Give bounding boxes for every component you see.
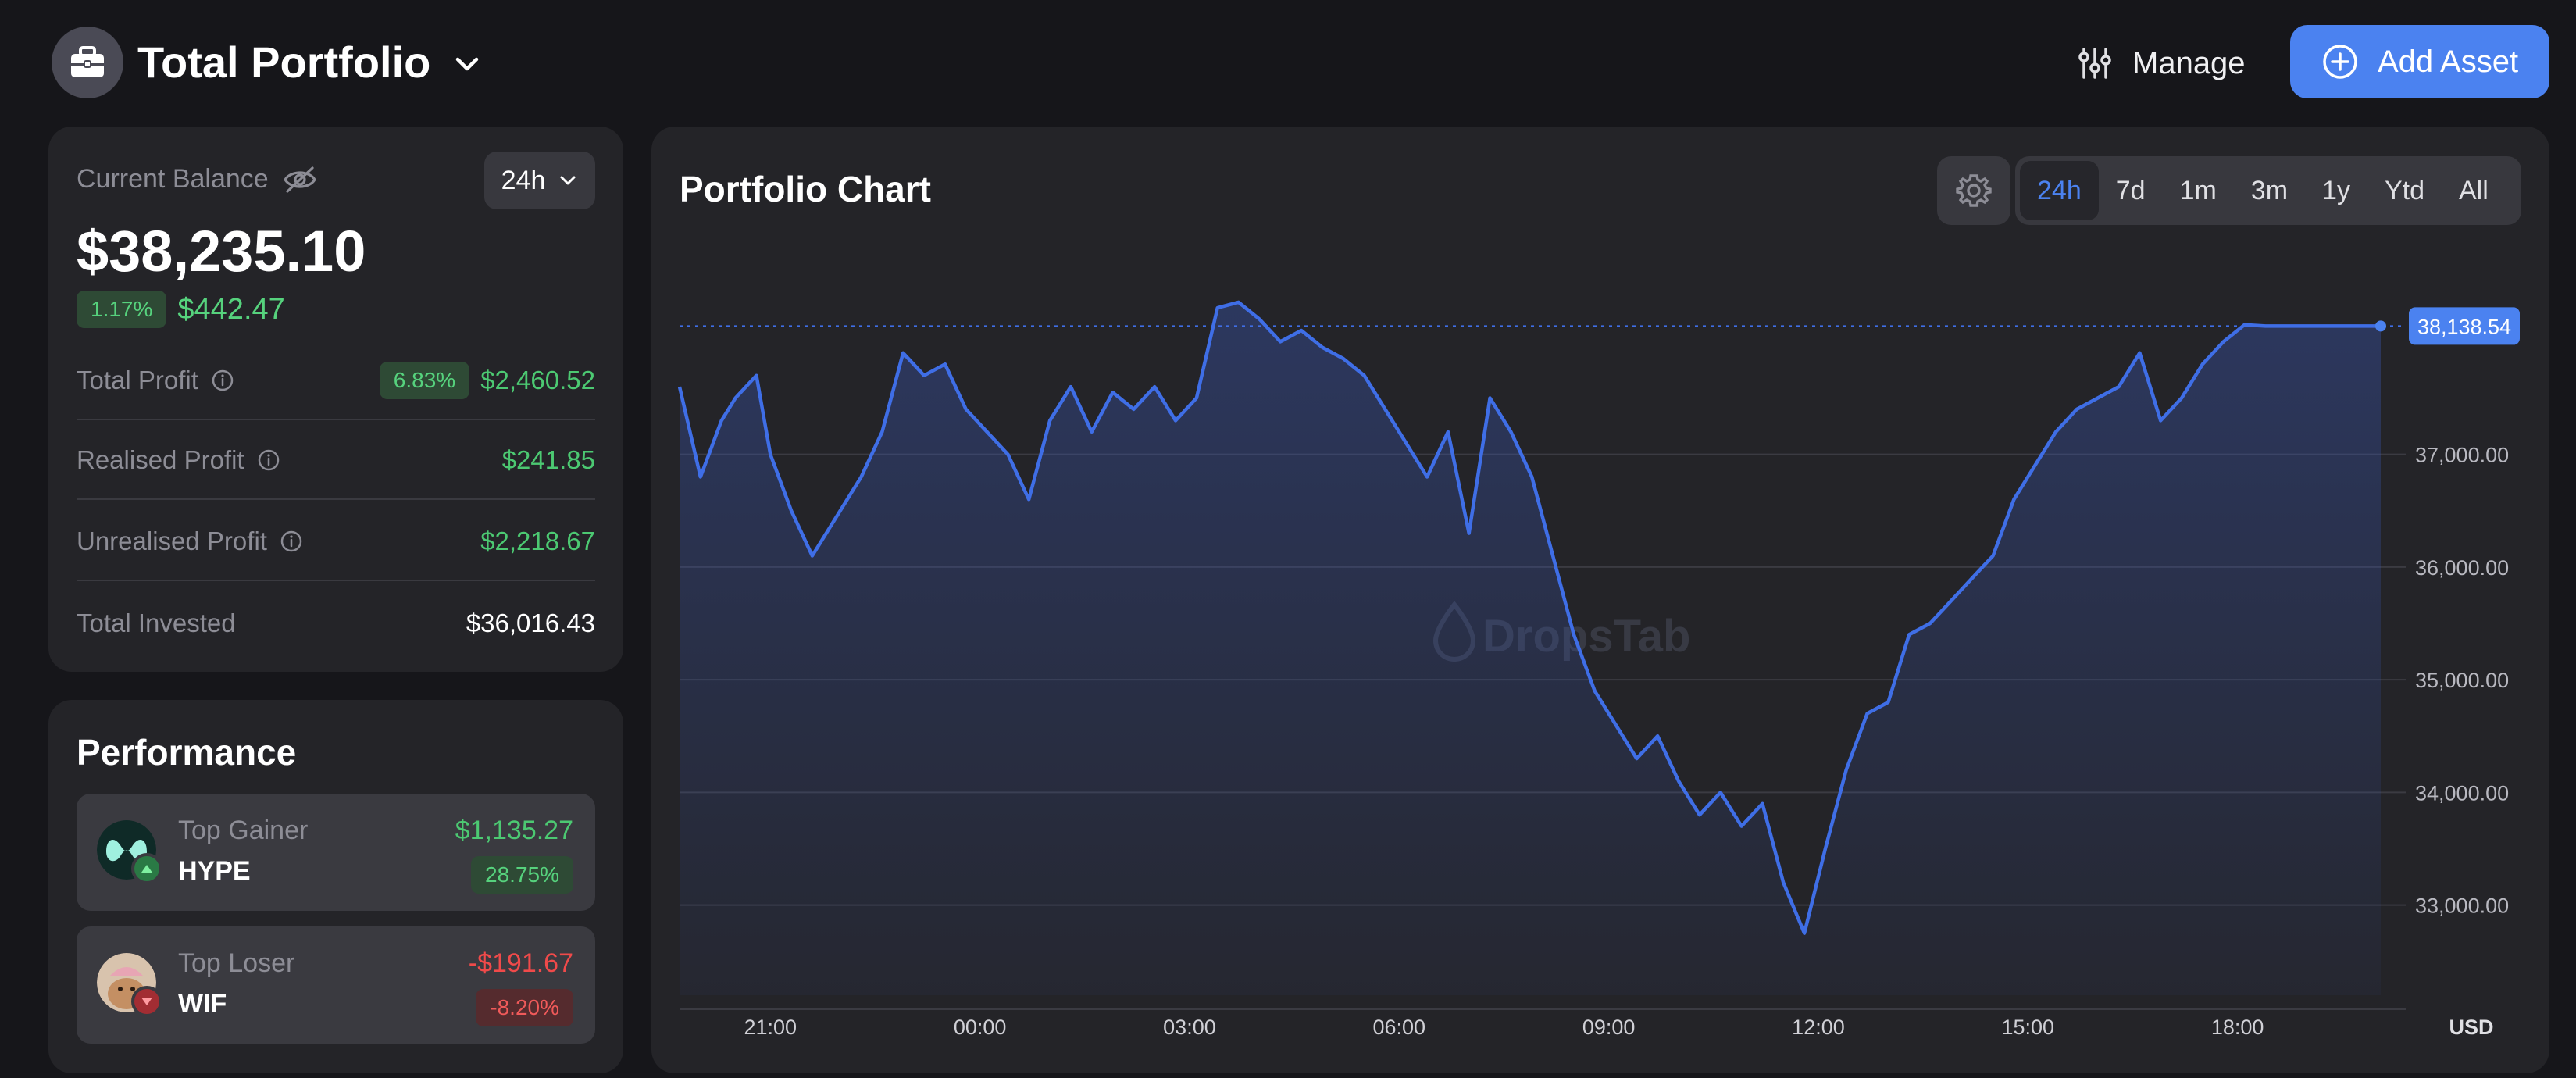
x-tick-label: 03:00: [1163, 1016, 1216, 1039]
current-balance-label: Current Balance: [77, 164, 317, 195]
balance-value: $38,235.10: [77, 219, 366, 284]
unrealised-profit-row: Unrealised Profit $2,218.67: [77, 503, 595, 581]
realised-profit-row: Realised Profit $241.85: [77, 422, 595, 500]
current-value-badge: [2409, 307, 2520, 345]
top-gainer-ticker: HYPE: [178, 856, 251, 886]
manage-button[interactable]: Manage: [2078, 31, 2265, 95]
period-select[interactable]: 24h: [484, 152, 595, 209]
top-loser-item[interactable]: Top Loser WIF -$191.67 -8.20%: [77, 926, 595, 1044]
total-profit-row: Total Profit 6.83% $2,460.52: [77, 342, 595, 420]
current-value-dot: [2375, 320, 2386, 332]
y-tick-label: 33,000.00: [2415, 894, 2509, 918]
performance-card: Performance Top Gainer HYPE $1,135.27 28…: [48, 700, 623, 1073]
current-balance-text: Current Balance: [77, 164, 269, 194]
add-asset-label: Add Asset: [2377, 44, 2519, 79]
stat-label-text: Total Profit: [77, 366, 198, 394]
add-asset-button[interactable]: Add Asset: [2290, 25, 2549, 98]
range-button-24h[interactable]: 24h: [2020, 161, 2099, 220]
performance-title: Performance: [77, 732, 297, 773]
y-tick-label: 36,000.00: [2415, 556, 2509, 580]
range-button-1m[interactable]: 1m: [2179, 175, 2217, 205]
chart-settings-button[interactable]: [1937, 156, 2010, 225]
x-tick-label: 06:00: [1373, 1016, 1426, 1039]
x-tick-label: 09:00: [1582, 1016, 1636, 1039]
change-amount: $442.47: [177, 292, 285, 326]
currency-label: USD: [2449, 1016, 2493, 1039]
manage-label: Manage: [2132, 45, 2246, 80]
current-value-label: 38,138.54: [2417, 315, 2511, 338]
range-button-7d[interactable]: 7d: [2115, 175, 2146, 205]
x-tick-label: 00:00: [954, 1016, 1007, 1039]
area-fill: [680, 302, 2381, 995]
x-tick-label: 12:00: [1792, 1016, 1845, 1039]
range-button-3m[interactable]: 3m: [2250, 175, 2289, 205]
chart-title: Portfolio Chart: [680, 169, 931, 209]
total-profit-pct-badge: 6.83%: [379, 362, 470, 399]
portfolio-chart[interactable]: DropsTab 33,000.0034,000.0035,000.0036,0…: [651, 127, 2549, 1073]
total-invested-row: Total Invested $36,016.43: [77, 584, 595, 662]
y-tick-label: 35,000.00: [2415, 669, 2509, 692]
y-tick-label: 34,000.00: [2415, 781, 2509, 805]
chevron-down-icon[interactable]: [450, 47, 484, 81]
plus-circle-icon: [2323, 45, 2357, 79]
unrealised-profit-label: Unrealised Profit: [77, 527, 303, 556]
range-button-ytd[interactable]: Ytd: [2384, 175, 2424, 205]
portfolio-chart-card: DropsTab 33,000.00 34,000.00 35,000.00 36,0…: [651, 127, 2549, 1073]
time-range-selector: 24h 7d 1m 3m 1y Ytd All: [2015, 156, 2521, 225]
total-invested-label: Total Invested: [77, 609, 236, 637]
top-loser-label: Top Loser: [178, 948, 295, 978]
range-button-1y[interactable]: 1y: [2322, 175, 2350, 205]
x-tick-label: 21:00: [744, 1016, 797, 1039]
x-tick-label: 15:00: [2002, 1016, 2055, 1039]
top-loser-amount: -$191.67: [468, 948, 573, 978]
change-pct-badge: 1.17%: [77, 291, 167, 328]
page-title[interactable]: Total Portfolio: [137, 37, 431, 87]
realised-profit-label: Realised Profit: [77, 445, 280, 475]
total-profit-value: 6.83% $2,460.52: [379, 362, 595, 399]
top-gainer-pct-badge: 28.75%: [471, 856, 573, 894]
realised-profit-amount: $241.85: [501, 445, 595, 474]
unrealised-profit-amount: $2,218.67: [480, 527, 595, 555]
briefcase-icon[interactable]: [52, 27, 123, 98]
arrow-down-icon: [131, 986, 162, 1017]
header: Total Portfolio Manage Add Asset: [0, 0, 2576, 125]
total-invested-amount: $36,016.43: [466, 609, 595, 637]
x-tick-label: 18:00: [2211, 1016, 2264, 1039]
top-loser-pct-badge: -8.20%: [476, 989, 573, 1026]
sliders-icon: [2078, 48, 2111, 79]
info-icon[interactable]: [257, 448, 280, 472]
balance-change: 1.17% $442.47: [77, 291, 285, 328]
arrow-up-icon: [131, 853, 162, 884]
stat-label-text: Realised Profit: [77, 445, 244, 474]
period-value: 24h: [501, 165, 546, 195]
series-line[interactable]: [677, 300, 2381, 935]
info-icon[interactable]: [211, 369, 234, 392]
chevron-down-icon: [560, 176, 576, 185]
total-profit-label: Total Profit: [77, 366, 234, 395]
eye-off-icon[interactable]: [283, 166, 317, 194]
range-button-all[interactable]: All: [2459, 175, 2489, 205]
y-tick-label: 37,000.00: [2415, 444, 2509, 467]
info-icon[interactable]: [280, 530, 303, 553]
top-loser-ticker: WIF: [178, 989, 227, 1019]
balance-card: Current Balance 24h $38,235.10 1.17% $44…: [48, 127, 623, 672]
top-gainer-item[interactable]: Top Gainer HYPE $1,135.27 28.75%: [77, 794, 595, 911]
total-profit-amount: $2,460.52: [480, 366, 595, 394]
top-gainer-amount: $1,135.27: [455, 816, 573, 845]
top-gainer-label: Top Gainer: [178, 816, 309, 845]
gear-icon: [1956, 174, 1992, 207]
stat-label-text: Unrealised Profit: [77, 527, 267, 555]
